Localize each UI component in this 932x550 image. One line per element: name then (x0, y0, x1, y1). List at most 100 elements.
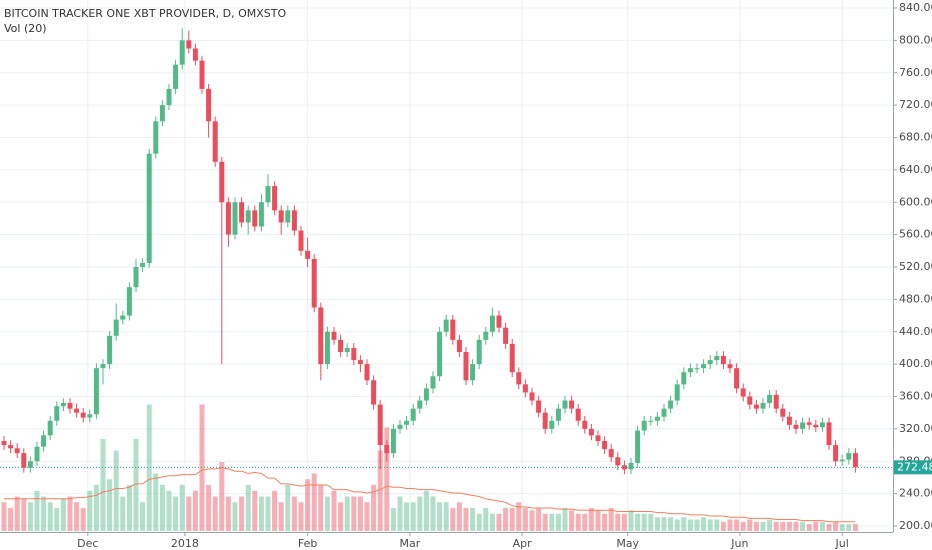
chart-subtitle: Vol (20) (4, 22, 47, 35)
volume-bar (476, 513, 482, 531)
candle-body (146, 153, 152, 263)
candle-body (562, 400, 568, 409)
candle-body (113, 319, 119, 336)
candle-body (463, 351, 469, 381)
volume-bar (562, 508, 568, 531)
candle-body (298, 230, 304, 251)
candle-body (404, 420, 410, 425)
candle-body (786, 416, 792, 425)
volume-bar (833, 521, 839, 531)
y-tick-label: 560.00 (899, 228, 932, 241)
volume-bar (225, 496, 231, 531)
volume-bar (714, 519, 720, 531)
volume-bar (331, 490, 337, 531)
volume-bar (311, 473, 317, 531)
volume-bar (93, 485, 99, 531)
candle-body (21, 453, 27, 468)
candle-body (641, 420, 647, 431)
candle-body (338, 339, 344, 352)
candle-body (331, 331, 337, 340)
y-tick-label: 720.00 (899, 98, 932, 111)
candle-body (324, 331, 330, 365)
y-tick-label: 600.00 (899, 195, 932, 208)
volume-bar (489, 513, 495, 531)
y-tick-label: 480.00 (899, 292, 932, 305)
volume-bar (648, 513, 654, 531)
candle-body (34, 446, 40, 462)
volume-ma-line (4, 467, 856, 523)
candle-body (661, 408, 667, 417)
volume-bar (14, 496, 20, 531)
candle-body (357, 360, 363, 365)
volume-bar (60, 498, 66, 531)
candle-body (239, 202, 245, 223)
candle-body (371, 380, 377, 405)
volume-bar (113, 450, 119, 531)
volume-bar (291, 496, 297, 531)
candle-body (720, 356, 726, 365)
candle-body (852, 453, 858, 468)
candle-body (714, 356, 720, 361)
volume-bar (278, 502, 284, 531)
volume-bar (701, 517, 707, 531)
volume-bar (773, 521, 779, 531)
y-tick-label: 760.00 (899, 66, 932, 79)
candle-body (569, 400, 575, 409)
candle-body (265, 186, 271, 203)
candle-body (67, 402, 73, 409)
volume-bar (575, 513, 581, 531)
candle-body (476, 339, 482, 365)
x-tick-label: Feb (298, 537, 317, 550)
candle-body (173, 64, 179, 89)
volume-bar (661, 517, 667, 531)
candle-body (595, 435, 601, 442)
volume-bar (707, 519, 713, 531)
candle-body (483, 331, 489, 340)
candle-body (364, 364, 370, 381)
volume-bar (351, 496, 357, 531)
candle-body (503, 327, 509, 344)
volume-bar (305, 479, 311, 531)
volume-bar (173, 496, 179, 531)
volume-bar (450, 508, 456, 531)
candle-body (450, 319, 456, 340)
volume-bar (793, 521, 799, 531)
volume-bar (483, 508, 489, 531)
volume-bar (318, 485, 324, 531)
y-tick-label: 680.00 (899, 131, 932, 144)
volume-bar (390, 508, 396, 531)
volume-bar (786, 521, 792, 531)
volume-bar (232, 502, 238, 531)
volume-bar (727, 519, 733, 531)
volume-bar (47, 502, 53, 531)
volume-bar (384, 427, 390, 531)
candle-body (496, 315, 502, 328)
candle-body (133, 267, 139, 288)
volume-bar (252, 490, 258, 531)
volume-bar (74, 502, 80, 531)
volume-bar (192, 490, 198, 531)
volume-bar (410, 502, 416, 531)
volume-bar (364, 502, 370, 531)
candle-body (179, 40, 185, 65)
y-tick-label: 520.00 (899, 260, 932, 273)
candle-body (536, 400, 542, 413)
candle-body (674, 384, 680, 401)
volume-bar (813, 521, 819, 531)
volume-bar (206, 485, 212, 531)
candle-body (305, 250, 311, 259)
volume-bar (258, 496, 264, 531)
candle-body (701, 364, 707, 369)
candles (1, 28, 858, 475)
candle-body (767, 394, 773, 403)
volume-bar (126, 485, 132, 531)
volume-bar (621, 513, 627, 531)
x-tick-label: Jun (730, 537, 748, 550)
candle-body (430, 376, 436, 389)
candle-body (397, 424, 403, 429)
candle-body (833, 445, 839, 462)
volume-bar (186, 496, 192, 531)
candle-body (417, 400, 423, 409)
last-price-tag (894, 460, 932, 475)
candle-body (159, 105, 165, 122)
